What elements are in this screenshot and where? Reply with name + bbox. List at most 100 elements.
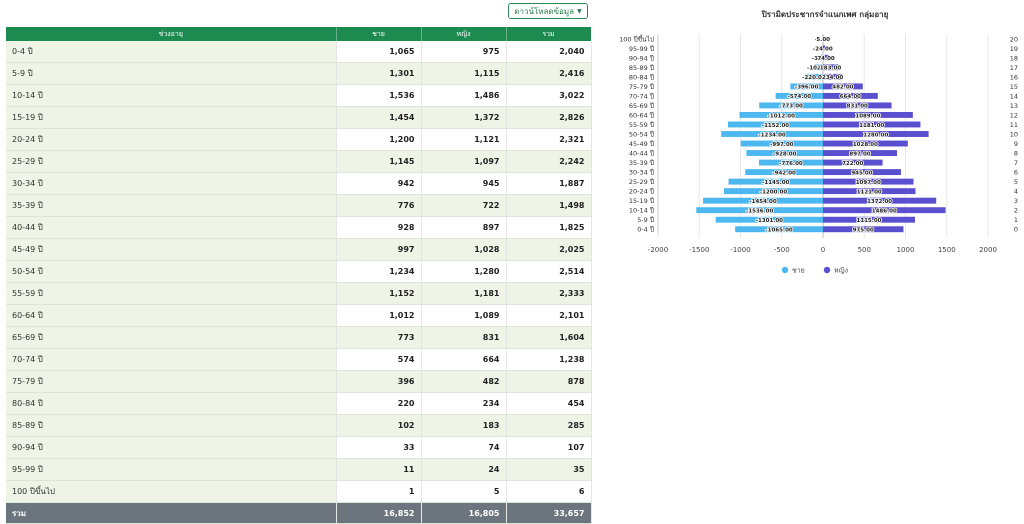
- cell-total: 2,025: [506, 238, 592, 261]
- cell-total: 285: [506, 414, 592, 437]
- x-tick-label: 1000: [897, 246, 915, 254]
- table-row: 65-69 ปี 773 831 1,604: [6, 326, 592, 349]
- header-age[interactable]: ช่วงอายุ: [6, 27, 337, 41]
- cell-male: 574: [336, 348, 422, 371]
- bar-female: [823, 45, 825, 52]
- bar-male: [759, 102, 823, 109]
- cell-age: 95-99 ปี: [6, 458, 337, 481]
- cell-age: 100 ปีขึ้นไป: [6, 480, 337, 503]
- bar-male: [790, 83, 823, 90]
- population-table: ช่วงอายุ ชาย หญิง รวม 0-4 ปี 1,065 975 2,04…: [6, 27, 592, 524]
- total-male: 16,852: [336, 502, 422, 524]
- right-axis-label: 17: [1010, 64, 1018, 72]
- bar-female: [823, 102, 892, 109]
- y-tick-label: 50-54 ปี: [629, 131, 654, 139]
- table-row: 25-29 ปี 1,145 1,097 2,242: [6, 150, 592, 173]
- right-axis-label: 7: [1014, 159, 1018, 167]
- bar-male: [721, 131, 823, 137]
- chevron-down-icon: ▼: [577, 7, 582, 15]
- cell-age: 5-9 ปี: [6, 62, 337, 85]
- header-female[interactable]: หญิง: [421, 27, 507, 41]
- right-axis-label: 1: [1014, 216, 1018, 224]
- cell-female: 1,121: [421, 128, 507, 151]
- data-label: 1372.00: [867, 199, 892, 205]
- cell-age: 80-84 ปี: [6, 392, 337, 415]
- cell-age: 50-54 ปี: [6, 260, 337, 283]
- data-label: 1115.00: [856, 218, 881, 224]
- cell-age: 70-74 ปี: [6, 348, 337, 371]
- bar-male: [739, 112, 823, 118]
- cell-female: 1,089: [421, 304, 507, 327]
- cell-age: 25-29 ปี: [6, 150, 337, 173]
- right-axis-label: 13: [1010, 102, 1018, 110]
- y-tick-label: 65-69 ปี: [629, 102, 654, 110]
- bar-male: [775, 92, 823, 99]
- bar-female: [823, 226, 904, 233]
- cell-male: 102: [336, 414, 422, 437]
- cell-age: 20-24 ปี: [6, 128, 337, 151]
- cell-male: 776: [336, 194, 422, 217]
- download-data-button[interactable]: ดาวน์โหลดข้อมูล ▼: [508, 3, 588, 19]
- bar-male: [758, 159, 823, 166]
- cell-total: 1,498: [506, 194, 592, 217]
- data-label: 183.00: [820, 66, 841, 72]
- population-pyramid-chart: -2000 -1500 -1000 -500 0 500 1000 1500 2000 0-4 ป…: [619, 34, 1018, 275]
- bar-female: [823, 207, 946, 214]
- cell-age: 0-4 ปี: [6, 41, 337, 63]
- y-tick-label: 55-59 ปี: [629, 121, 654, 129]
- right-axis-label: 19: [1010, 45, 1018, 53]
- bar-male: [715, 216, 823, 223]
- cell-total: 454: [506, 392, 592, 415]
- y-tick-label: 80-84 ปี: [629, 73, 654, 81]
- cell-female: 945: [421, 172, 507, 195]
- table-row: 100 ปีขึ้นไป 1 5 6: [6, 480, 592, 503]
- data-label: 24.00: [815, 47, 833, 53]
- data-label: 1121.00: [857, 189, 882, 195]
- cell-female: 1,181: [421, 282, 507, 305]
- data-label: -1012.00: [768, 113, 796, 119]
- data-label: 1181.00: [859, 123, 884, 129]
- bar-male: [746, 150, 823, 156]
- cell-total: 1,238: [506, 348, 592, 371]
- bar-male: [728, 178, 823, 185]
- table-row: 35-39 ปี 776 722 1,498: [6, 194, 592, 217]
- right-axis-label: 16: [1010, 73, 1018, 81]
- y-tick-label: 15-19 ปี: [629, 197, 654, 205]
- cell-total: 2,101: [506, 304, 592, 327]
- table-row: 5-9 ปี 1,301 1,115 2,416: [6, 62, 592, 85]
- data-label: -942.00: [772, 170, 796, 176]
- cell-total: 3,022: [506, 84, 592, 107]
- cell-male: 1,145: [336, 150, 422, 173]
- cell-age: 55-59 ปี: [6, 282, 337, 305]
- data-label: 722.00: [842, 161, 863, 167]
- right-axis-label: 10: [1010, 131, 1018, 139]
- data-label: 664.00: [840, 94, 861, 100]
- table-row: 0-4 ปี 1,065 975 2,040: [6, 41, 592, 63]
- legend-marker: [781, 266, 789, 274]
- header-total[interactable]: รวม: [506, 27, 592, 41]
- bar-female: [823, 64, 839, 71]
- bar-female: [823, 92, 878, 99]
- y-tick-label: 45-49 ปี: [629, 140, 654, 148]
- legend-label: ชาย: [792, 267, 805, 275]
- cell-male: 1,065: [336, 41, 422, 63]
- bar-male: [696, 207, 823, 214]
- cell-total: 2,333: [506, 282, 592, 305]
- table-row: 90-94 ปี 33 74 107: [6, 436, 592, 459]
- bar-female: [823, 54, 830, 61]
- y-tick-label: 90-94 ปี: [629, 54, 654, 62]
- right-axis-label: 8: [1014, 150, 1018, 158]
- legend-marker: [823, 266, 831, 274]
- cell-total: 2,826: [506, 106, 592, 129]
- cell-female: 74: [421, 436, 507, 459]
- cell-age: 85-89 ปี: [6, 414, 337, 437]
- y-tick-label: 100 ปีขึ้นไป: [619, 34, 654, 43]
- cell-male: 1,200: [336, 128, 422, 151]
- cell-total: 2,242: [506, 150, 592, 173]
- y-tick-label: 10-14 ปี: [629, 207, 654, 215]
- data-label: -1234.00: [758, 132, 786, 138]
- table-row: 80-84 ปี 220 234 454: [6, 392, 592, 415]
- data-label: -1200.00: [760, 189, 788, 195]
- header-male[interactable]: ชาย: [336, 27, 422, 41]
- x-tick-label: -1000: [730, 246, 750, 254]
